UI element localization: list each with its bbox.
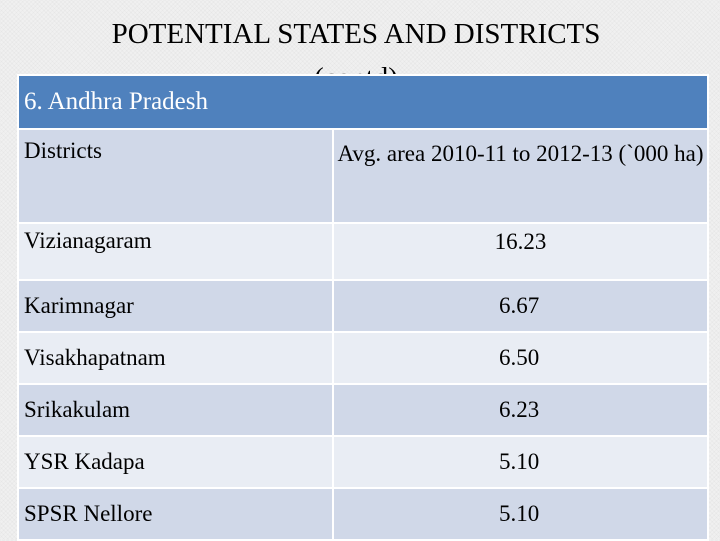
area-cell: 6.50: [332, 331, 709, 385]
area-cell: 5.10: [332, 487, 709, 541]
column-header-row: Districts Avg. area 2010-11 to 2012-13 (…: [17, 128, 709, 224]
column-header-districts: Districts: [17, 128, 334, 224]
area-cell: 6.67: [332, 279, 709, 333]
column-header-area: Avg. area 2010-11 to 2012-13 (`000 ha): [332, 128, 709, 224]
table-row: Visakhapatnam 6.50: [17, 331, 709, 385]
districts-table-container: 6. Andhra Pradesh Districts Avg. area 20…: [17, 74, 709, 541]
table-row: Vizianagaram 16.23: [17, 222, 709, 281]
title-line-1: POTENTIAL STATES AND DISTRICTS: [111, 18, 601, 50]
area-cell: 5.10: [332, 435, 709, 489]
district-cell: Visakhapatnam: [17, 331, 334, 385]
table-row: SPSR Nellore 5.10: [17, 487, 709, 541]
district-cell: Vizianagaram: [17, 222, 334, 281]
table-row: YSR Kadapa 5.10: [17, 435, 709, 489]
district-cell: YSR Kadapa: [17, 435, 334, 489]
state-header-row: 6. Andhra Pradesh: [17, 74, 709, 130]
districts-table: 6. Andhra Pradesh Districts Avg. area 20…: [17, 74, 709, 541]
state-header: 6. Andhra Pradesh: [17, 74, 709, 130]
table-row: Karimnagar 6.67: [17, 279, 709, 333]
table-row: Srikakulam 6.23: [17, 383, 709, 437]
district-cell: SPSR Nellore: [17, 487, 334, 541]
district-cell: Srikakulam: [17, 383, 334, 437]
area-cell: 6.23: [332, 383, 709, 437]
area-cell: 16.23: [332, 222, 709, 281]
district-cell: Karimnagar: [17, 279, 334, 333]
